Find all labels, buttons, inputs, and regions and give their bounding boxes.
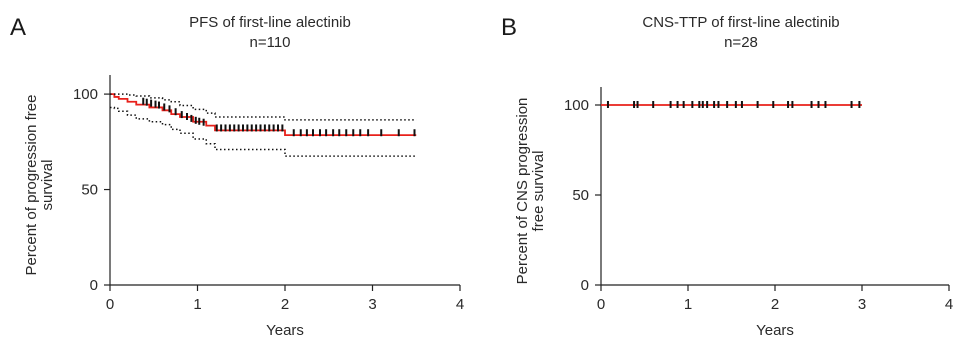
survival-curve bbox=[110, 93, 417, 137]
y-tick-label: 50 bbox=[81, 182, 98, 199]
x-axis-label: Years bbox=[756, 322, 794, 339]
y-tick-label: 0 bbox=[90, 277, 98, 294]
y-axis-label-line: Percent of CNS progression bbox=[514, 98, 531, 285]
chart-b-svg: CNS-TTP of first-line alectinib n=28 0 1 2 3 4… bbox=[514, 14, 953, 339]
confidence-band-line bbox=[110, 93, 417, 121]
x-tick-label: 3 bbox=[368, 296, 376, 313]
y-axis-label-line: survival bbox=[39, 160, 56, 211]
y-axis-label-line: Percent of progression free bbox=[23, 95, 40, 276]
chart-a-svg: PFS of first-line alectinib n=110 0 1 2 3 4 0 50… bbox=[23, 14, 464, 339]
chart-title: CNS-TTP of first-line alectinib bbox=[642, 14, 839, 31]
confidence-band-line bbox=[110, 106, 417, 157]
x-tick-label: 2 bbox=[771, 296, 779, 313]
x-tick-label: 0 bbox=[106, 296, 114, 313]
y-tick-label: 100 bbox=[564, 97, 589, 114]
x-tick-label: 4 bbox=[456, 296, 464, 313]
y-tick-label: 50 bbox=[572, 187, 589, 204]
x-tick-label: 0 bbox=[597, 296, 605, 313]
y-tick-label: 0 bbox=[581, 277, 589, 294]
chart-panel-a: A PFS of first-line alectinib n=110 0 1 2 3 4 0… bbox=[0, 0, 480, 342]
x-tick-label: 3 bbox=[858, 296, 866, 313]
y-tick-label: 100 bbox=[73, 86, 98, 103]
chart-subtitle: n=28 bbox=[724, 34, 758, 51]
x-tick-label: 1 bbox=[193, 296, 201, 313]
chart-title: PFS of first-line alectinib bbox=[189, 14, 351, 31]
chart-subtitle: n=110 bbox=[249, 34, 290, 51]
x-tick-label: 1 bbox=[684, 296, 692, 313]
panel-letter-a: A bbox=[10, 14, 27, 41]
x-tick-label: 2 bbox=[281, 296, 289, 313]
y-axis-label-line: free survival bbox=[530, 151, 547, 232]
panel-letter-b: B bbox=[501, 14, 518, 41]
chart-panel-b: B CNS-TTP of first-line alectinib n=28 0 1 2… bbox=[481, 0, 961, 342]
x-tick-label: 4 bbox=[945, 296, 953, 313]
x-axis-label: Years bbox=[266, 322, 304, 339]
